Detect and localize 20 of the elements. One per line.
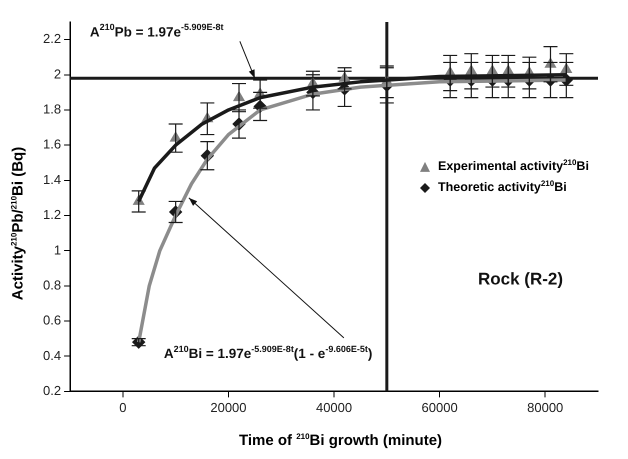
y-tick-label: 1.2 [42, 207, 62, 222]
y-tick-label: 1 [54, 242, 62, 258]
x-tick-label: 0 [119, 400, 126, 415]
legend-label: Theoretic activity$^{210}$Bi [438, 179, 567, 194]
y-tick-label: 0.6 [42, 312, 62, 328]
y-tick-label: 1.4 [42, 172, 62, 187]
x-tick-label: 40000 [316, 400, 352, 415]
y-tick-label: 1.8 [42, 102, 62, 117]
y-tick-label: 2 [54, 66, 62, 82]
x-tick-label: 80000 [527, 400, 564, 415]
y-tick-label: 0.8 [42, 277, 62, 292]
x-tick-label: 60000 [422, 400, 458, 415]
x-axis-title: Time of $^{210}$Bi growth (minute) [238, 432, 444, 449]
x-tick-label: 20000 [210, 400, 247, 415]
annotation: Rock (R-2) [478, 269, 564, 288]
y-tick-label: 2.2 [42, 31, 62, 46]
legend-label: Experimental activity$^{210}$Bi [438, 158, 589, 174]
y-tick-label: 0.2 [42, 382, 62, 398]
y-tick-label: 0.4 [42, 348, 62, 363]
y-tick-label: 1.6 [42, 136, 62, 152]
